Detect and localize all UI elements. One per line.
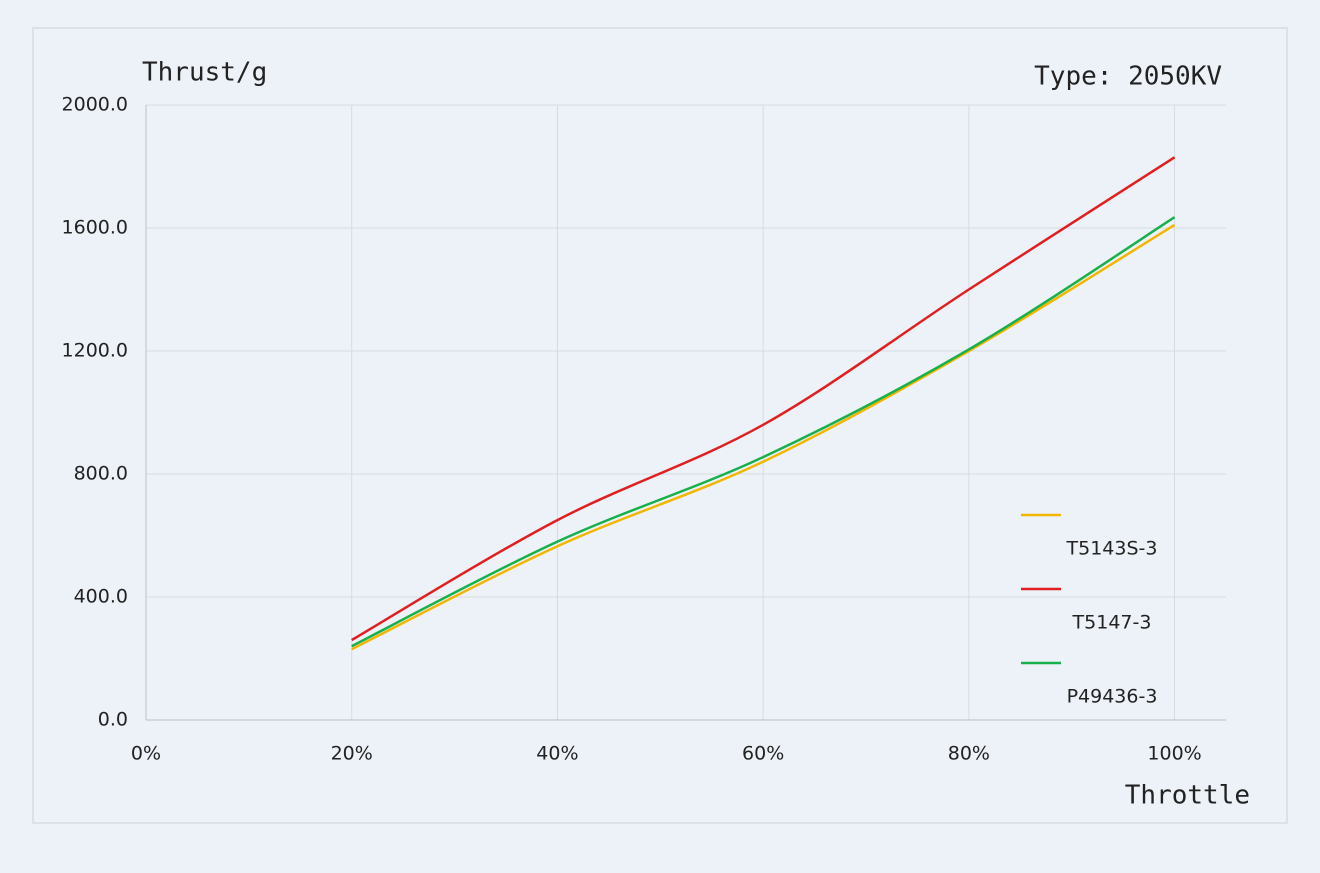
x-tick-label: 0%: [131, 743, 161, 765]
x-tick-label: 100%: [1147, 743, 1201, 765]
y-tick-label: 1200.0: [62, 340, 128, 362]
x-tick-label: 80%: [948, 743, 990, 765]
y-tick-label: 800.0: [74, 463, 128, 485]
legend-label: P49436-3: [1067, 686, 1158, 708]
data-line: [351, 156, 1176, 642]
chart-panel: [32, 27, 1288, 824]
data-line: [351, 216, 1176, 648]
legend-label: T5147-3: [1072, 612, 1152, 634]
y-tick-label: 1600.0: [62, 217, 128, 239]
data-line: [351, 223, 1176, 651]
y-axis-label: Thrust/g: [142, 58, 267, 88]
x-tick-label: 40%: [536, 743, 578, 765]
x-tick-label: 60%: [742, 743, 784, 765]
x-tick-label: 20%: [331, 743, 373, 765]
annotation: Type: 2050KV: [1034, 62, 1222, 92]
y-tick-label: 0.0: [98, 709, 128, 731]
x-axis-label: Throttle: [1125, 781, 1250, 811]
legend-label: T5143S-3: [1066, 538, 1158, 560]
y-tick-label: 400.0: [74, 586, 128, 608]
y-tick-label: 2000.0: [62, 94, 128, 116]
